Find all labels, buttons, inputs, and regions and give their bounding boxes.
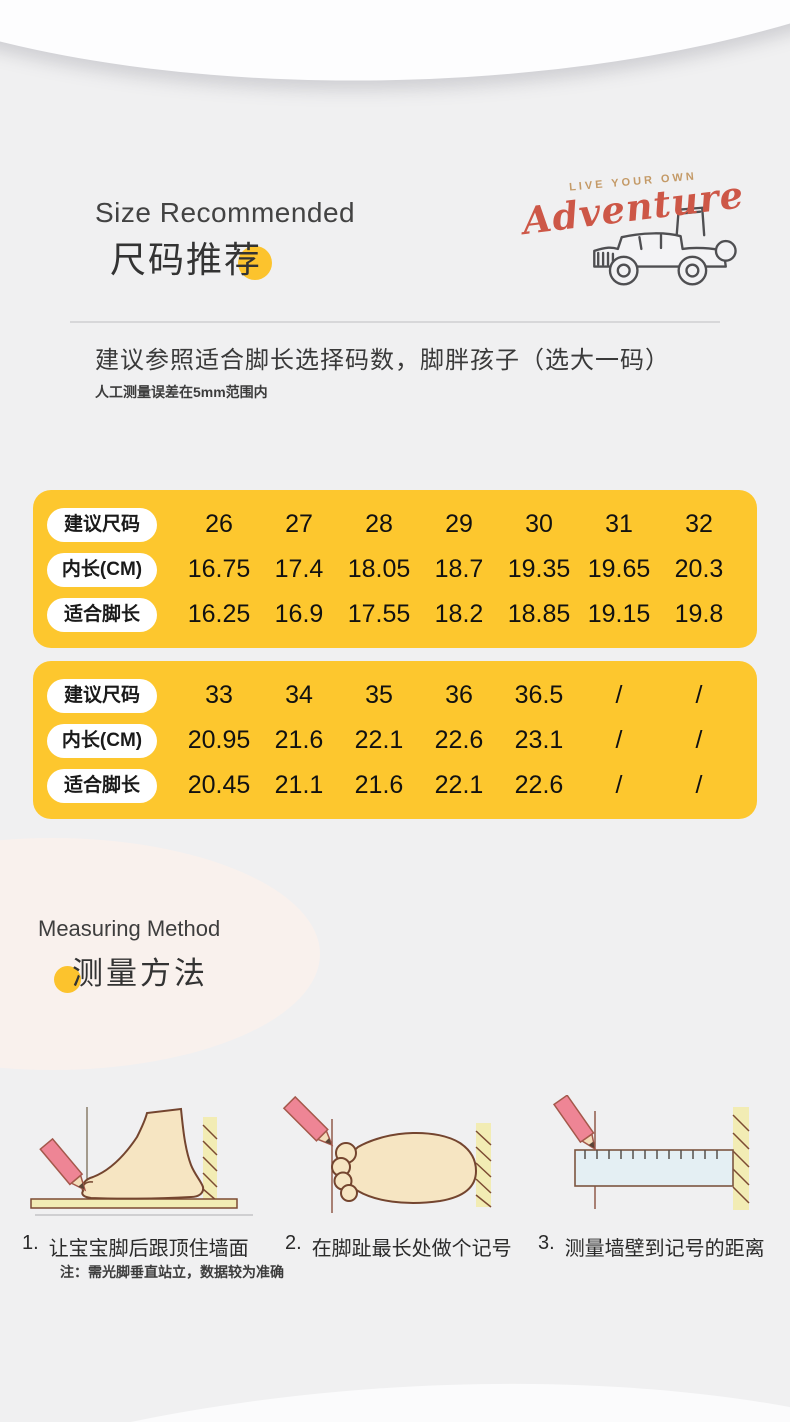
measuring-step: 1. 让宝宝脚后跟顶住墙面 [22,1232,249,1261]
size-cell: 36.5 [514,681,564,709]
page-title-en: Size Recommended [95,197,356,228]
intro-note: 人工测量误差在5mm范围内 [95,384,268,400]
section-divider [70,321,720,323]
table-row: 内长(CM) 16.75 17.4 18.05 18.7 19.35 19.65… [43,547,739,592]
ruler-measure-to-wall-icon [552,1095,750,1210]
step-text: 测量墙壁到记号的距离 [564,1238,765,1260]
size-cell: 35 [365,681,393,709]
step-text: 在脚趾最长处做个记号 [311,1238,512,1260]
table-row: 适合脚长 16.25 16.9 17.55 18.2 18.85 19.15 1… [43,592,739,637]
measuring-step: 2. 在脚趾最长处做个记号 [285,1232,512,1261]
size-cell: 18.85 [507,600,571,628]
size-table-33-36: 建议尺码 33 34 35 36 36.5 / / 内长(CM) 20.95 2… [33,661,757,819]
top-section-curve [0,0,790,98]
size-cell: 22.1 [354,726,404,754]
size-cell: / [695,771,703,799]
step-text: 让宝宝脚后跟顶住墙面 [48,1238,249,1260]
size-cell: 16.25 [187,600,251,628]
measuring-step: 3. 测量墙壁到记号的距离 [538,1232,765,1261]
size-cell: 21.6 [354,771,404,799]
size-cell: / [615,681,623,709]
size-cell: 22.1 [434,771,484,799]
brand-logo: LIVE YOUR OWN Adventure [520,168,746,298]
page-title-zh: 尺码推荐 [110,239,263,280]
measuring-note: 注：需光脚垂直站立，数据较为准确 [60,1264,284,1280]
size-cell: 20.95 [187,726,251,754]
size-cell: / [695,681,703,709]
table-row: 建议尺码 33 34 35 36 36.5 / / [43,673,739,718]
size-cell: 18.05 [347,555,411,583]
size-cell: / [615,771,623,799]
table-row: 适合脚长 20.45 21.1 21.6 22.1 22.6 / / [43,763,739,808]
size-cell: 29 [445,510,473,538]
row-label-pill: 适合脚长 [47,597,157,632]
size-cell: 23.1 [514,726,564,754]
size-table-26-32: 建议尺码 26 27 28 29 30 31 32 内长(CM) 16.75 1… [33,490,757,648]
size-cell: 28 [365,510,393,538]
size-cell: 21.1 [274,771,324,799]
size-cell: 19.15 [587,600,651,628]
size-cell: 32 [685,510,713,538]
size-cell: 16.75 [187,555,251,583]
row-label-pill: 建议尺码 [47,507,157,542]
size-cell: 22.6 [434,726,484,754]
jeep-icon [593,206,737,286]
size-cell: 19.35 [507,555,571,583]
step-number: 1. [22,1232,39,1254]
size-cell: 17.55 [347,600,411,628]
size-cell: 20.3 [674,555,724,583]
size-cell: / [695,726,703,754]
size-cell: 19.65 [587,555,651,583]
size-cell: / [615,726,623,754]
size-cell: 30 [525,510,553,538]
table-row: 内长(CM) 20.95 21.6 22.1 22.6 23.1 / / [43,718,739,763]
row-label-pill: 内长(CM) [47,723,157,758]
size-cell: 33 [205,681,233,709]
measuring-title-zh: 测量方法 [72,956,208,991]
size-cell: 17.4 [274,555,324,583]
foot-side-against-wall-icon [30,1107,253,1216]
size-cell: 34 [285,681,313,709]
size-cell: 27 [285,510,313,538]
size-cell: 31 [605,510,633,538]
step-number: 2. [285,1232,302,1254]
size-cell: 22.6 [514,771,564,799]
row-label-pill: 建议尺码 [47,678,157,713]
bottom-section-curve [0,1338,790,1422]
row-label-pill: 内长(CM) [47,552,157,587]
size-cell: 36 [445,681,473,709]
size-cell: 18.7 [434,555,484,583]
size-cell: 18.2 [434,600,484,628]
accent-dot [238,246,272,280]
intro-text: 建议参照适合脚长选择码数，脚胖孩子（选大一码） [95,347,670,374]
row-label-pill: 适合脚长 [47,768,157,803]
size-cell: 16.9 [274,600,324,628]
accent-dot [54,966,81,993]
measuring-title-en: Measuring Method [38,916,221,941]
size-cell: 21.6 [274,726,324,754]
step-number: 3. [538,1232,555,1254]
size-cell: 26 [205,510,233,538]
foot-top-mark-toe-icon [282,1095,492,1213]
size-cell: 19.8 [674,600,724,628]
size-cell: 20.45 [187,771,251,799]
table-row: 建议尺码 26 27 28 29 30 31 32 [43,502,739,547]
